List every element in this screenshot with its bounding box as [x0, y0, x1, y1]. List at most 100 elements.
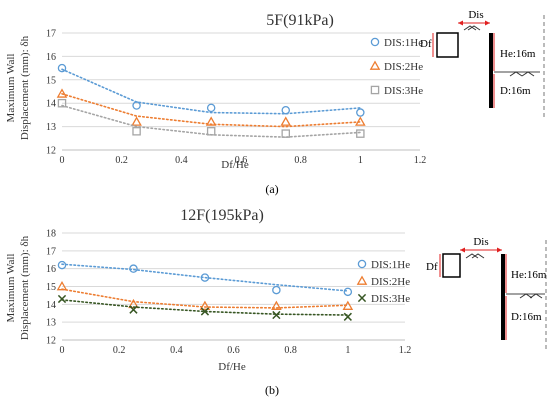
panel-b: 12F(195kPa) Maximum Wall Displacement (m…	[5, 207, 547, 397]
x-tick-label: 0.8	[294, 155, 307, 166]
data-point	[206, 103, 216, 113]
legend-marker	[357, 293, 367, 303]
data-point	[200, 273, 210, 282]
x-tick-label: 1.2	[414, 155, 427, 166]
data-point	[280, 116, 292, 126]
ground-hatch	[465, 253, 479, 259]
data-point	[281, 105, 290, 115]
x-tick-label: 0.4	[175, 155, 188, 166]
x-tick-label: 0.4	[170, 345, 183, 356]
x-axis-label: Df/He	[221, 159, 249, 171]
building-footprint	[442, 253, 461, 278]
y-tick-label: 14	[46, 300, 56, 311]
ground-hatch	[509, 71, 523, 77]
data-point	[56, 280, 68, 291]
y-tick-label: 15	[46, 75, 56, 86]
y-tick-label: 12	[46, 146, 56, 157]
trendline	[61, 263, 349, 292]
data-point	[200, 307, 210, 316]
y-tick-label: 16	[46, 52, 56, 63]
df-label: Df	[420, 38, 432, 50]
caption-b: (b)	[265, 383, 279, 397]
y-tick-label: 15	[46, 282, 56, 293]
x-tick-label: 1	[345, 345, 350, 356]
y-tick-label: 17	[46, 29, 56, 40]
data-point	[57, 63, 67, 73]
dis-label: Dis	[473, 236, 488, 248]
data-point	[343, 287, 353, 297]
dis-label: Dis	[468, 9, 483, 21]
excavation-schematic: Dis Df He:16m D:16m	[420, 9, 545, 118]
building-footprint	[436, 32, 459, 58]
x-tick-label: 1.2	[399, 345, 412, 356]
data-point	[355, 116, 366, 126]
trendline	[61, 93, 362, 128]
trendline	[61, 104, 362, 138]
x-tick-label: 0.6	[235, 155, 248, 166]
data-point	[129, 305, 138, 314]
legend: DIS:1He DIS:2He DIS:3He	[369, 37, 423, 97]
y-axis-label-line1: Maximum Wall	[5, 54, 17, 123]
legend-marker	[356, 275, 368, 285]
y-axis-label-line1: Maximum Wall	[5, 254, 17, 323]
arrowhead	[460, 247, 465, 253]
x-tick-label: 0	[60, 345, 65, 356]
y-axis-label-line2: Displacement (mm): δh	[19, 235, 31, 340]
data-point	[132, 127, 141, 136]
y-tick-label: 14	[46, 99, 56, 110]
legend-marker	[357, 259, 367, 269]
legend-label: DIS:2He	[371, 276, 410, 288]
data-point	[272, 310, 281, 320]
panel-a: 5F(91kPa) Maximum Wall Displacement (mm)…	[5, 9, 545, 196]
excavation-schematic: Dis Df He:16m D:16m	[426, 236, 547, 350]
data-point	[343, 312, 352, 321]
legend-label: DIS:3He	[384, 85, 423, 97]
data-point	[356, 129, 365, 138]
plot-area: 12 13 14 15 16 17 0 0.2 0.4 0.6 0.8 1 1.2	[46, 29, 426, 167]
y-tick-label: 17	[46, 246, 56, 257]
data-point	[131, 116, 142, 126]
legend-marker	[369, 60, 381, 70]
legend-label: DIS:2He	[384, 61, 423, 73]
he-label: He:16m	[511, 269, 547, 281]
trendline	[61, 68, 362, 115]
data-point	[205, 116, 217, 126]
legend: DIS:1He DIS:2He DIS:3He	[356, 259, 410, 305]
data-point	[199, 300, 211, 310]
x-tick-label: 0.2	[113, 345, 126, 356]
x-axis-label: Df/He	[218, 361, 246, 373]
d-label: D:16m	[500, 85, 531, 97]
data-point	[132, 101, 141, 110]
x-tick-label: 0.6	[227, 345, 240, 356]
data-point	[56, 88, 68, 98]
ground-hatch	[529, 293, 543, 299]
y-tick-label: 13	[46, 122, 56, 133]
he-label: He:16m	[500, 48, 536, 60]
data-point	[57, 260, 67, 270]
ground-hatch	[471, 253, 485, 259]
data-point	[129, 264, 138, 273]
data-point	[206, 127, 216, 136]
y-tick-label: 12	[46, 336, 56, 347]
ground-hatch	[467, 25, 481, 31]
legend-label: DIS:3He	[371, 293, 410, 305]
x-tick-label: 0.2	[115, 155, 128, 166]
y-tick-label: 13	[46, 318, 56, 329]
legend-marker	[370, 37, 380, 47]
y-tick-label: 18	[46, 229, 56, 240]
arrowhead	[485, 20, 490, 26]
x-tick-label: 0.8	[284, 345, 297, 356]
caption-a: (a)	[265, 182, 278, 196]
d-label: D:16m	[511, 311, 542, 323]
arrowhead	[458, 20, 463, 26]
y-axis-label-line2: Displacement (mm): δh	[19, 35, 31, 140]
data-point	[57, 294, 67, 304]
y-tick-label: 16	[46, 264, 56, 275]
legend-label: DIS:1He	[384, 37, 423, 49]
ground-hatch	[521, 71, 535, 77]
x-tick-label: 1	[358, 155, 363, 166]
ground-hatch	[463, 25, 477, 31]
legend-label: DIS:1He	[371, 259, 410, 271]
data-point	[57, 98, 67, 108]
